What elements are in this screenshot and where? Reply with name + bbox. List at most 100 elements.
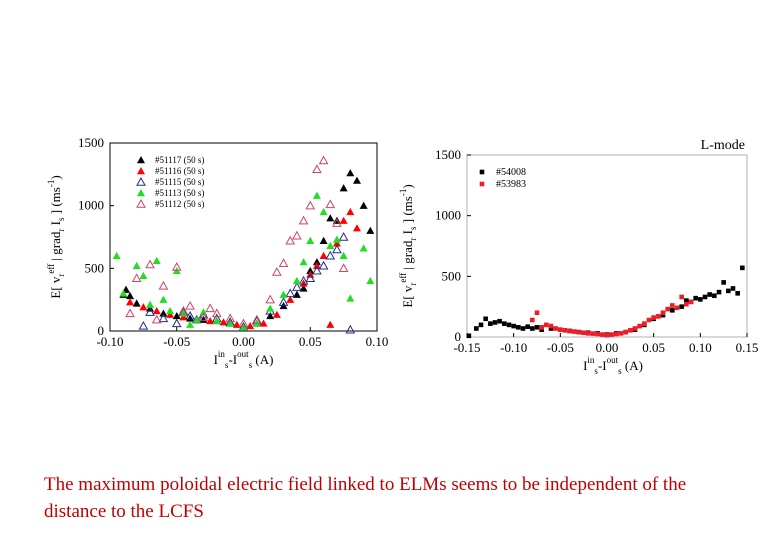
chart-right: -0.15 -0.10 -0.05 0.00 0.05 0.10 0.15 0 500 1000 1… <box>398 138 758 376</box>
data-point <box>366 276 375 285</box>
data-point <box>534 310 540 316</box>
data-point <box>299 279 308 287</box>
y-tick-label: 0 <box>98 323 105 338</box>
legend-label: #51116 (50 s) <box>155 166 204 176</box>
data-point <box>186 314 195 322</box>
data-point <box>637 323 642 329</box>
data-point <box>152 306 161 315</box>
data-point <box>726 288 731 294</box>
data-point <box>558 327 563 333</box>
data-point <box>721 280 726 285</box>
data-point <box>319 207 328 216</box>
data-point <box>359 201 368 209</box>
data-point <box>478 322 484 328</box>
data-point <box>278 258 289 268</box>
data-point <box>534 324 540 330</box>
chart-title: L-mode <box>701 138 745 153</box>
data-point <box>306 236 315 244</box>
data-point <box>567 328 572 334</box>
data-point <box>730 286 736 291</box>
data-point <box>332 239 341 247</box>
data-point <box>312 164 322 174</box>
data-point <box>318 260 329 270</box>
data-point <box>126 291 135 300</box>
y-tick-label: 1000 <box>78 198 104 213</box>
data-point <box>332 218 342 227</box>
x-tick-label: -0.05 <box>163 334 190 349</box>
data-point <box>488 321 493 326</box>
legend: #54008#53983 <box>479 167 526 190</box>
data-point <box>346 169 355 177</box>
data-point <box>285 235 296 245</box>
data-point <box>702 294 708 300</box>
data-point <box>623 329 628 335</box>
data-point <box>665 306 670 312</box>
data-point <box>338 231 349 241</box>
data-point <box>346 207 355 216</box>
data-point <box>246 321 255 330</box>
legend-marker <box>136 176 146 186</box>
data-point <box>206 316 215 325</box>
data-point <box>562 328 568 333</box>
data-point <box>212 316 221 325</box>
data-point <box>502 321 507 326</box>
data-point <box>306 266 315 275</box>
legend-label: #51115 (50 s) <box>155 177 204 187</box>
data-point <box>259 319 268 327</box>
data-point <box>553 326 558 331</box>
legend-marker <box>137 156 145 164</box>
data-point <box>292 290 301 298</box>
data-point <box>614 331 619 337</box>
data-point <box>684 301 689 307</box>
data-point <box>225 313 235 323</box>
data-point <box>219 318 228 326</box>
data-point <box>266 311 275 320</box>
data-point <box>326 241 335 249</box>
data-point <box>325 199 336 209</box>
y-tick-label: 1000 <box>435 208 461 223</box>
data-point <box>125 308 135 318</box>
legend: #51117 (50 s)#51116 (50 s)#51115 (50 s)#… <box>136 155 204 209</box>
data-point <box>292 230 302 240</box>
legend-label: #54008 <box>496 167 526 178</box>
data-point <box>238 318 249 328</box>
x-tick-label: -0.10 <box>500 340 527 355</box>
data-point <box>511 323 516 329</box>
data-point <box>707 292 712 297</box>
x-tick-label: 0.00 <box>232 334 255 349</box>
data-point <box>158 313 169 323</box>
data-point <box>319 251 328 259</box>
data-point <box>211 308 222 318</box>
data-point <box>119 289 128 297</box>
data-point <box>548 323 554 329</box>
data-point <box>146 300 155 308</box>
data-point <box>632 326 638 331</box>
data-point <box>628 328 633 333</box>
x-tick-label: -0.05 <box>547 340 574 355</box>
data-point <box>474 326 479 331</box>
data-point <box>530 317 535 323</box>
data-point <box>698 297 703 302</box>
data-point <box>151 314 162 324</box>
data-point <box>286 295 295 303</box>
x-axis-label: Iins-Iouts (A) <box>583 355 643 376</box>
data-point <box>139 303 148 311</box>
data-point <box>497 318 502 324</box>
data-point <box>199 315 208 323</box>
x-tick-label: 0.00 <box>596 340 619 355</box>
data-point <box>178 305 189 315</box>
y-tick-label: 1500 <box>435 147 461 162</box>
data-point <box>132 261 141 270</box>
data-point <box>339 184 348 192</box>
data-point <box>232 320 241 328</box>
data-point <box>684 298 689 303</box>
data-point <box>312 258 321 266</box>
data-point <box>305 273 316 283</box>
data-point <box>332 216 341 224</box>
data-point <box>159 295 168 303</box>
y-tick-label: 500 <box>85 260 105 275</box>
data-point <box>339 216 348 224</box>
data-point <box>179 309 188 317</box>
data-point <box>185 310 195 320</box>
data-point <box>171 262 182 271</box>
